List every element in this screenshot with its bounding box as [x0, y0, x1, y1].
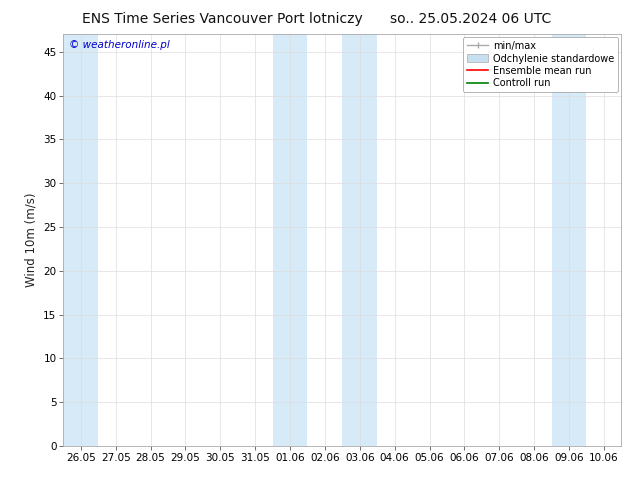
- Text: © weatheronline.pl: © weatheronline.pl: [69, 41, 170, 50]
- Bar: [342, 34, 377, 446]
- Bar: [63, 34, 98, 446]
- Y-axis label: Wind 10m (m/s): Wind 10m (m/s): [25, 193, 37, 287]
- Text: so.. 25.05.2024 06 UTC: so.. 25.05.2024 06 UTC: [391, 12, 552, 26]
- Bar: [552, 34, 586, 446]
- Legend: min/max, Odchylenie standardowe, Ensemble mean run, Controll run: min/max, Odchylenie standardowe, Ensembl…: [463, 37, 618, 92]
- Bar: [273, 34, 307, 446]
- Text: ENS Time Series Vancouver Port lotniczy: ENS Time Series Vancouver Port lotniczy: [82, 12, 363, 26]
